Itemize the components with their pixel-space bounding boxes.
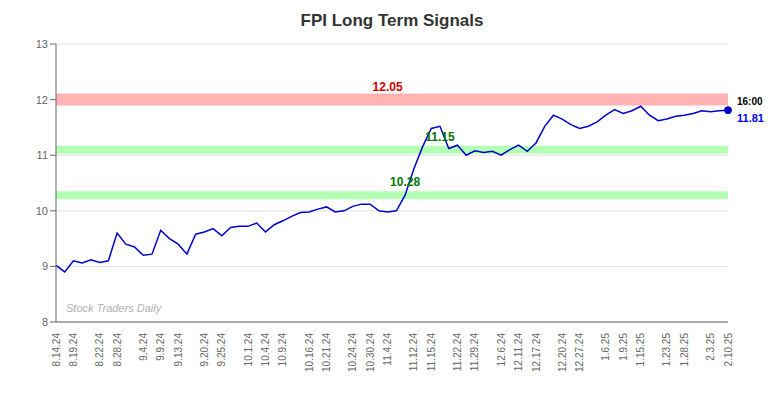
svg-text:12.6.24: 12.6.24	[496, 333, 507, 367]
svg-text:9.13.24: 9.13.24	[173, 333, 184, 367]
svg-text:11.22.24: 11.22.24	[452, 333, 463, 372]
svg-text:1.6.25: 1.6.25	[600, 333, 611, 361]
svg-text:11.4.24: 11.4.24	[382, 333, 393, 366]
svg-text:10.4.24: 10.4.24	[260, 333, 271, 367]
svg-text:10.24.24: 10.24.24	[347, 333, 358, 372]
html-text:Stock Traders Daily: Stock Traders Daily	[66, 302, 162, 314]
svg-text:1.15.25: 1.15.25	[635, 333, 646, 367]
svg-text:9.9.24: 9.9.24	[155, 333, 166, 361]
svg-text:12.05: 12.05	[373, 80, 403, 94]
svg-text:10.9.24: 10.9.24	[277, 333, 288, 367]
svg-text:11.81: 11.81	[737, 112, 764, 124]
svg-text:8.14.24: 8.14.24	[51, 333, 62, 367]
svg-text:8.28.24: 8.28.24	[112, 333, 123, 367]
svg-text:1.23.25: 1.23.25	[661, 333, 672, 367]
svg-text:1.9.25: 1.9.25	[618, 333, 629, 361]
svg-text:10.28: 10.28	[390, 175, 420, 189]
svg-text:9.4.24: 9.4.24	[138, 333, 149, 361]
svg-text:11.12.24: 11.12.24	[408, 333, 419, 372]
svg-text:12.20.24: 12.20.24	[557, 333, 568, 372]
svg-text:11.29.24: 11.29.24	[469, 333, 480, 372]
svg-text:2.3.25: 2.3.25	[705, 333, 716, 361]
svg-text:13: 13	[36, 38, 48, 50]
html-text:FPI Long Term Signals: FPI Long Term Signals	[300, 11, 484, 30]
svg-text:10.16.24: 10.16.24	[304, 333, 315, 372]
svg-text:10.30.24: 10.30.24	[365, 333, 376, 372]
svg-text:11.15: 11.15	[425, 130, 455, 144]
svg-text:12.11.24: 12.11.24	[513, 333, 524, 372]
svg-text:12: 12	[36, 94, 48, 106]
svg-text:16:00: 16:00	[737, 96, 763, 107]
svg-text:11: 11	[37, 149, 48, 161]
svg-text:9: 9	[42, 260, 48, 272]
svg-text:12.27.24: 12.27.24	[574, 333, 585, 372]
svg-text:1.28.25: 1.28.25	[679, 333, 690, 367]
svg-text:10.21.24: 10.21.24	[321, 333, 332, 372]
svg-text:2.10.25: 2.10.25	[723, 333, 734, 367]
svg-text:9.25.24: 9.25.24	[216, 333, 227, 367]
svg-text:12.17.24: 12.17.24	[531, 333, 542, 372]
svg-text:11.15.24: 11.15.24	[426, 333, 437, 372]
svg-text:10: 10	[36, 205, 48, 217]
svg-text:9.20.24: 9.20.24	[199, 333, 210, 367]
svg-text:8.22.24: 8.22.24	[94, 333, 105, 367]
svg-text:8: 8	[42, 316, 48, 328]
svg-text:10.1.24: 10.1.24	[243, 333, 254, 367]
svg-text:8.19.24: 8.19.24	[68, 333, 79, 367]
